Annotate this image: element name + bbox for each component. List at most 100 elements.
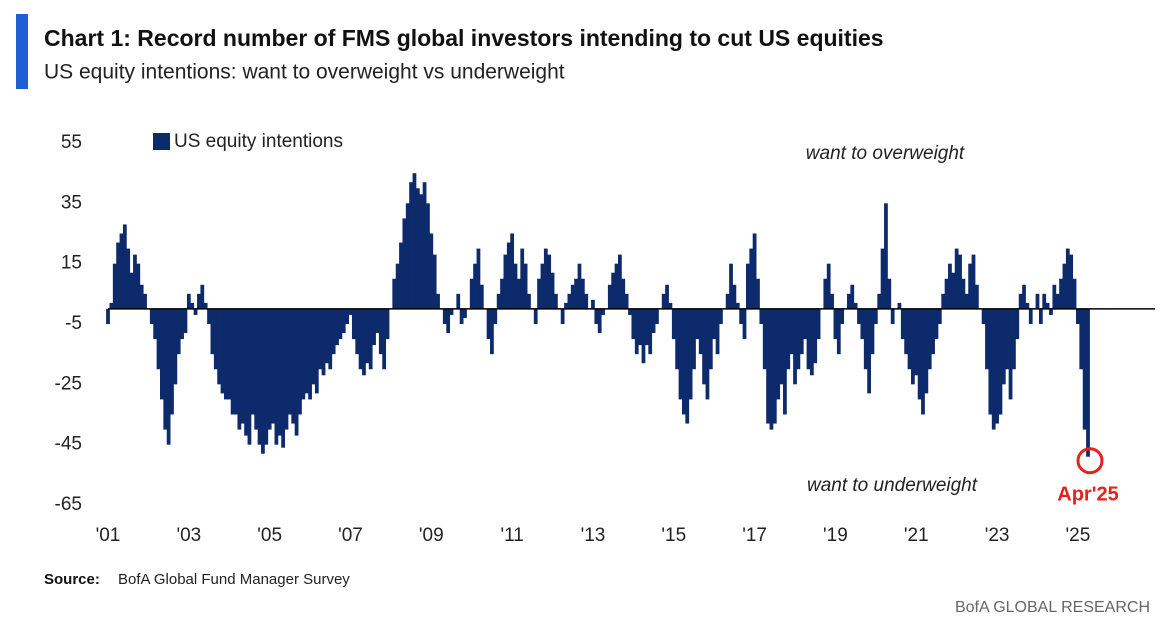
- bar: [149, 308, 154, 324]
- bar: [783, 308, 787, 415]
- x-tick-label: '21: [904, 525, 929, 546]
- bar: [857, 308, 861, 324]
- bar: [338, 308, 343, 340]
- bar: [321, 308, 326, 376]
- bar: [527, 293, 531, 309]
- bar: [463, 308, 467, 318]
- bar: [378, 308, 383, 355]
- bar: [638, 308, 642, 346]
- bar: [705, 308, 710, 400]
- bar: [325, 308, 329, 364]
- chart-title: Chart 1: Record number of FMS global inv…: [44, 25, 884, 51]
- bar: [884, 203, 888, 309]
- bar: [567, 293, 572, 309]
- bar: [725, 293, 730, 309]
- bar: [944, 278, 949, 309]
- bar: [136, 263, 141, 309]
- bar: [702, 308, 706, 385]
- bar: [681, 308, 686, 415]
- bar: [106, 308, 110, 324]
- bar: [503, 254, 508, 309]
- bar: [698, 308, 703, 355]
- legend-swatch: [153, 133, 170, 150]
- bar: [1028, 308, 1033, 324]
- bar: [1022, 284, 1026, 309]
- legend-label: US equity intentions: [174, 131, 343, 152]
- bar: [281, 308, 286, 448]
- bar: [974, 284, 979, 309]
- bar: [429, 233, 434, 309]
- bar: [830, 293, 834, 309]
- bar: [584, 293, 589, 309]
- bar: [197, 293, 201, 309]
- bar: [422, 182, 427, 309]
- bar: [193, 308, 198, 315]
- bar: [803, 308, 807, 340]
- bar: [816, 308, 821, 340]
- bar: [577, 263, 582, 309]
- bar: [385, 308, 390, 340]
- bar: [624, 293, 629, 309]
- bar: [948, 263, 952, 309]
- bar: [308, 308, 312, 400]
- bar: [1018, 293, 1023, 309]
- bar: [601, 308, 605, 315]
- bar: [873, 308, 878, 324]
- bar: [500, 278, 504, 309]
- bar: [234, 308, 238, 415]
- footer: BofA GLOBAL RESEARCH: [955, 599, 1150, 616]
- bar: [695, 308, 700, 340]
- bar: [651, 308, 656, 334]
- bar: [341, 308, 346, 334]
- bar: [143, 293, 147, 309]
- bar: [540, 263, 545, 309]
- bar: [1045, 302, 1050, 309]
- bar: [961, 278, 966, 309]
- annotation: want to underweight: [807, 475, 978, 496]
- bar: [210, 308, 215, 355]
- bar: [1052, 284, 1057, 309]
- bar: [833, 308, 838, 340]
- bar: [742, 308, 747, 340]
- bar: [715, 308, 720, 355]
- bar: [254, 308, 259, 430]
- bar: [719, 308, 723, 324]
- x-tick-label: '05: [257, 525, 282, 546]
- bar: [941, 293, 946, 309]
- bar: [355, 308, 360, 355]
- bar: [469, 278, 474, 309]
- bar: [190, 302, 195, 309]
- bar: [399, 242, 403, 309]
- bar: [914, 308, 919, 376]
- bar: [985, 308, 989, 370]
- bar: [550, 272, 555, 309]
- bar: [934, 308, 939, 340]
- bar: [1049, 308, 1053, 315]
- bar: [294, 308, 299, 436]
- bar: [163, 308, 168, 430]
- bar: [392, 278, 397, 309]
- bar: [708, 308, 713, 370]
- bar: [516, 278, 521, 309]
- bar: [301, 308, 306, 400]
- bar: [291, 308, 296, 424]
- y-tick-label: -25: [55, 373, 82, 394]
- bar: [954, 248, 959, 309]
- bar: [207, 308, 211, 324]
- bar: [897, 302, 902, 309]
- bar: [365, 308, 370, 364]
- bar: [311, 308, 316, 385]
- bar: [860, 308, 865, 340]
- bar: [937, 308, 942, 324]
- bar: [490, 308, 494, 355]
- bar: [405, 203, 410, 309]
- bar: [264, 308, 269, 445]
- chart-subtitle: US equity intentions: want to overweight…: [44, 61, 565, 84]
- bar: [793, 308, 797, 385]
- bar: [877, 293, 882, 309]
- bar: [277, 308, 282, 436]
- bar: [139, 284, 144, 309]
- bar: [166, 308, 171, 445]
- bar: [968, 263, 973, 309]
